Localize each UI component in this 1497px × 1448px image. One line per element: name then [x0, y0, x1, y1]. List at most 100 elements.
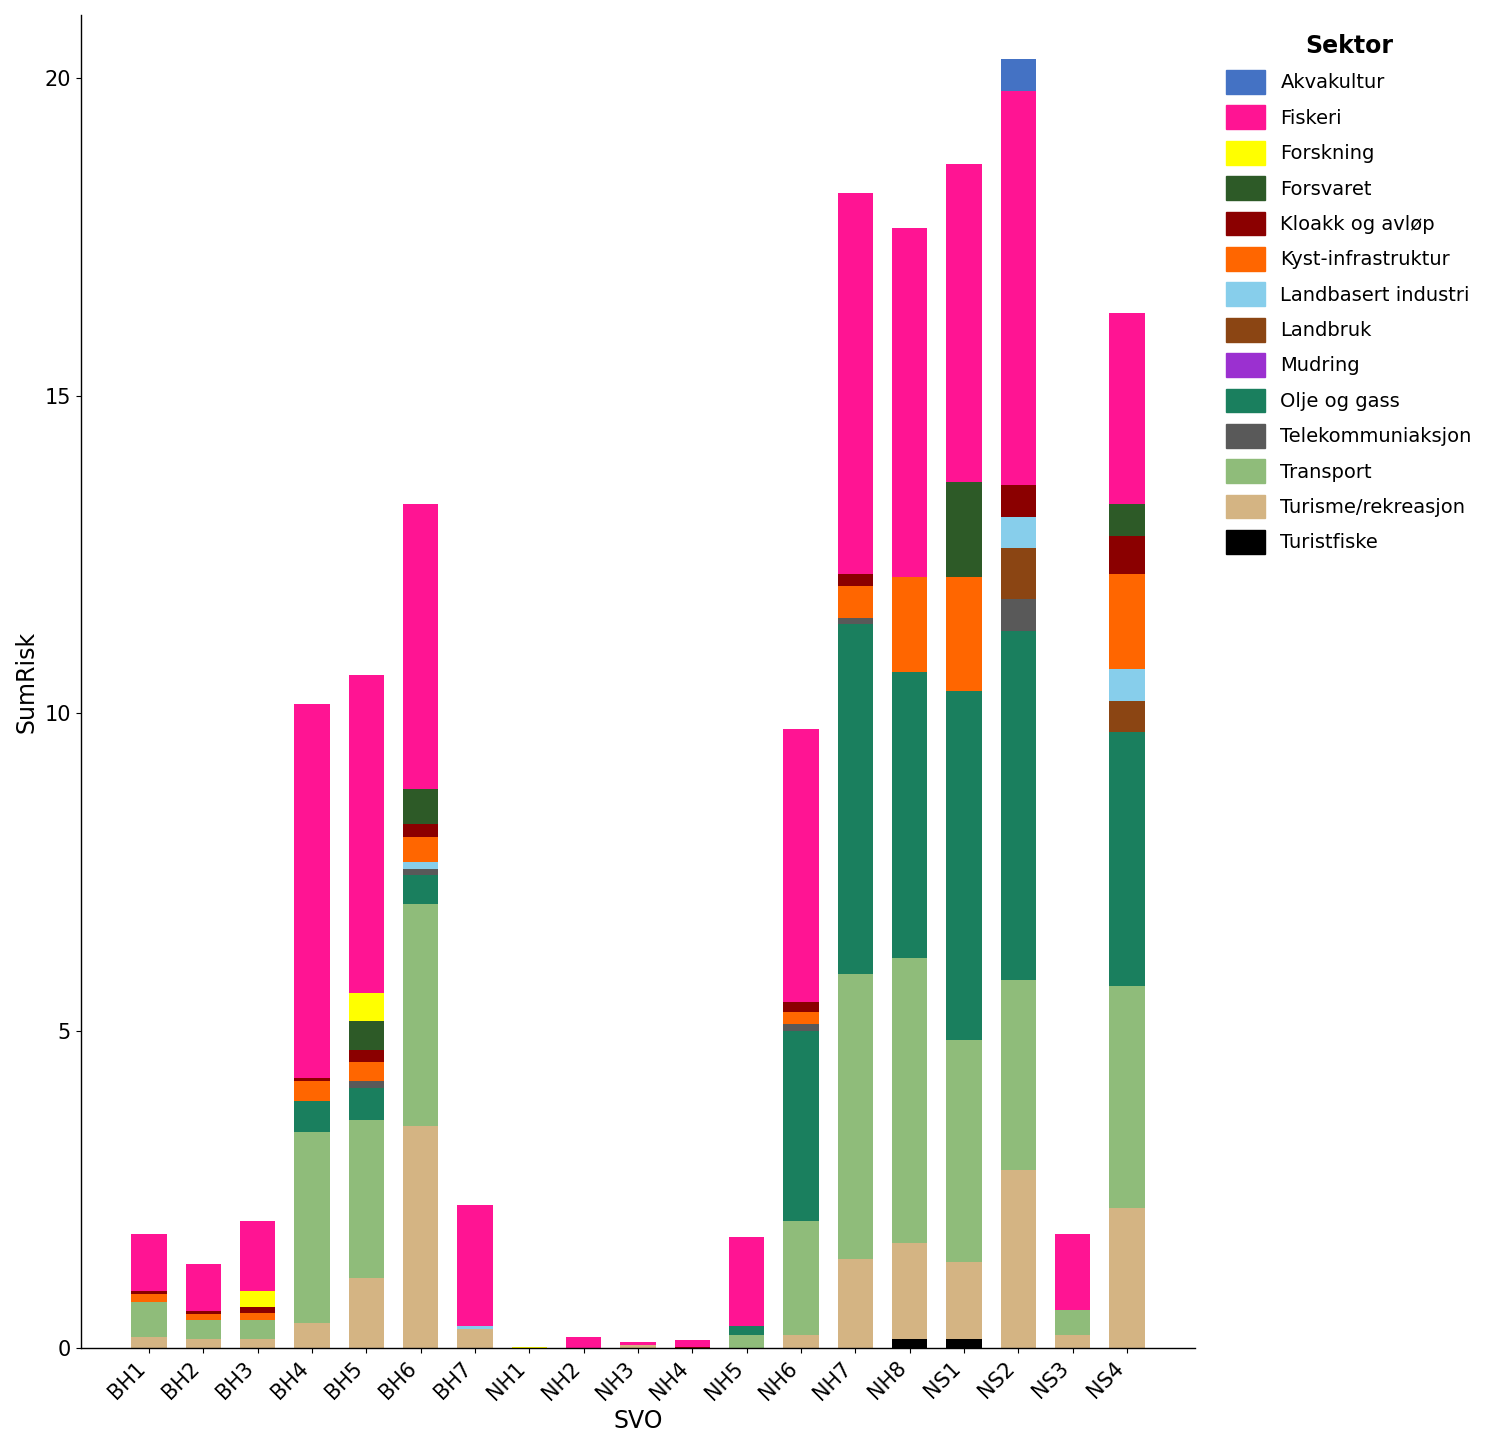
Bar	[1001, 517, 1036, 549]
Bar	[295, 1082, 329, 1100]
Bar	[132, 1302, 166, 1337]
Bar	[403, 824, 439, 837]
Bar	[403, 837, 439, 863]
Bar	[349, 993, 385, 1021]
Bar	[1109, 733, 1145, 986]
Bar	[240, 1292, 275, 1308]
Bar	[946, 576, 982, 691]
Bar	[1001, 485, 1036, 517]
Bar	[403, 904, 439, 1127]
Bar	[186, 1338, 222, 1348]
Bar	[349, 1063, 385, 1082]
Bar	[349, 675, 385, 993]
Bar	[403, 863, 439, 869]
Bar	[349, 1119, 385, 1279]
Bar	[240, 1221, 275, 1292]
Bar	[838, 573, 873, 586]
Bar	[1109, 504, 1145, 536]
Bar	[892, 1244, 928, 1338]
Bar	[946, 482, 982, 576]
Bar	[1055, 1310, 1090, 1335]
Bar	[946, 164, 982, 482]
Bar	[132, 1234, 166, 1292]
Bar	[295, 1132, 329, 1322]
Bar	[186, 1264, 222, 1312]
Bar	[295, 1322, 329, 1348]
Bar	[403, 869, 439, 875]
Bar	[1109, 1209, 1145, 1348]
Bar	[838, 586, 873, 618]
Bar	[1001, 91, 1036, 485]
Bar	[1055, 1335, 1090, 1348]
Bar	[403, 504, 439, 789]
Bar	[783, 1221, 819, 1335]
Y-axis label: SumRisk: SumRisk	[15, 630, 39, 733]
Bar	[295, 704, 329, 1079]
Bar	[1055, 1234, 1090, 1310]
Bar	[838, 1260, 873, 1348]
Legend: Akvakultur, Fiskeri, Forskning, Forsvaret, Kloakk og avløp, Kyst-infrastruktur, : Akvakultur, Fiskeri, Forskning, Forsvare…	[1216, 25, 1482, 563]
Bar	[729, 1326, 765, 1335]
Bar	[946, 1040, 982, 1263]
Bar	[783, 1024, 819, 1031]
Bar	[403, 1127, 439, 1348]
Bar	[349, 1082, 385, 1087]
Bar	[1109, 669, 1145, 701]
Bar	[403, 789, 439, 824]
Bar	[783, 1002, 819, 1012]
Bar	[1001, 1170, 1036, 1348]
Bar	[458, 1205, 493, 1326]
Bar	[783, 1012, 819, 1024]
Bar	[240, 1313, 275, 1319]
Bar	[132, 1292, 166, 1295]
Bar	[783, 1335, 819, 1348]
Bar	[240, 1308, 275, 1313]
Bar	[1001, 631, 1036, 980]
Bar	[349, 1021, 385, 1050]
Bar	[892, 672, 928, 957]
Bar	[892, 576, 928, 672]
Bar	[132, 1295, 166, 1302]
Bar	[295, 1100, 329, 1132]
Bar	[1001, 549, 1036, 599]
Bar	[729, 1335, 765, 1348]
Bar	[675, 1341, 710, 1347]
Bar	[240, 1319, 275, 1338]
Bar	[295, 1079, 329, 1082]
Bar	[458, 1326, 493, 1329]
Bar	[783, 1031, 819, 1221]
Bar	[1109, 313, 1145, 504]
Bar	[349, 1087, 385, 1119]
Bar	[132, 1337, 166, 1348]
Bar	[349, 1050, 385, 1063]
Bar	[186, 1312, 222, 1315]
Bar	[1109, 986, 1145, 1209]
Bar	[620, 1342, 656, 1345]
Bar	[349, 1279, 385, 1348]
Bar	[620, 1345, 656, 1348]
Bar	[1001, 980, 1036, 1170]
Bar	[946, 691, 982, 1040]
Bar	[892, 957, 928, 1244]
Bar	[186, 1315, 222, 1319]
Bar	[946, 1263, 982, 1338]
Bar	[240, 1338, 275, 1348]
Bar	[783, 730, 819, 1002]
X-axis label: SVO: SVO	[614, 1409, 663, 1434]
Bar	[458, 1329, 493, 1348]
Bar	[946, 1338, 982, 1348]
Bar	[1109, 701, 1145, 733]
Bar	[1109, 573, 1145, 669]
Bar	[892, 227, 928, 576]
Bar	[838, 618, 873, 624]
Bar	[892, 1338, 928, 1348]
Bar	[838, 973, 873, 1260]
Bar	[403, 875, 439, 904]
Bar	[729, 1237, 765, 1326]
Bar	[566, 1337, 602, 1348]
Bar	[1001, 599, 1036, 631]
Bar	[1001, 59, 1036, 91]
Bar	[838, 193, 873, 573]
Bar	[186, 1319, 222, 1338]
Bar	[838, 624, 873, 973]
